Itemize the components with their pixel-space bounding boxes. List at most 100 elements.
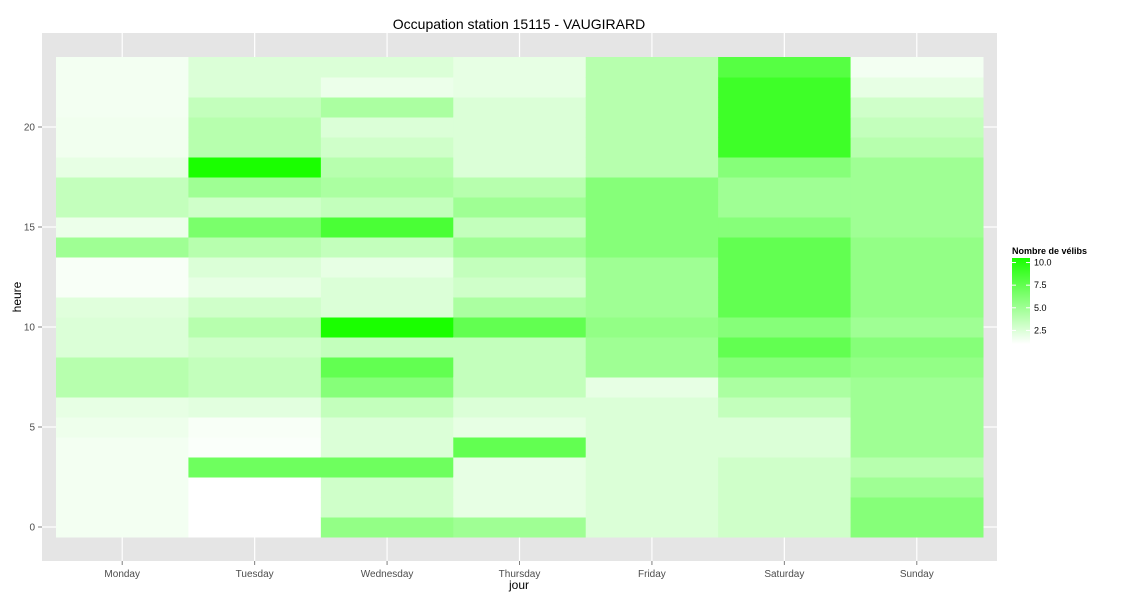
y-tick-label: 15 <box>24 223 36 234</box>
heatmap-tile <box>320 457 454 478</box>
heatmap-tile <box>718 377 852 398</box>
heatmap-tile <box>453 177 587 198</box>
heatmap-tile <box>453 117 587 138</box>
chart-title: Occupation station 15115 - VAUGIRARD <box>393 16 645 32</box>
heatmap-tile <box>585 137 719 158</box>
heatmap-tile <box>850 457 984 478</box>
heatmap-tile <box>850 157 984 178</box>
x-tick-label: Friday <box>638 569 666 580</box>
heatmap-tile <box>850 437 984 458</box>
heatmap-tile <box>188 297 322 318</box>
heatmap-tile <box>56 317 189 338</box>
heatmap-tile <box>56 177 189 198</box>
heatmap-tile <box>585 77 719 98</box>
heatmap-tile <box>453 397 587 418</box>
heatmap-tile <box>718 437 852 458</box>
heatmap-tile <box>320 417 454 438</box>
heatmap-tile <box>320 357 454 378</box>
heatmap-tile <box>850 497 984 518</box>
heatmap-tile <box>718 57 852 78</box>
heatmap-tile <box>585 497 719 518</box>
heatmap-tile <box>188 357 322 378</box>
heatmap-tile <box>188 117 322 138</box>
heatmap-tile <box>188 237 322 258</box>
heatmap-tile <box>585 437 719 458</box>
heatmap-tile <box>188 97 322 118</box>
heatmap-tile <box>56 257 189 278</box>
heatmap-tile <box>718 97 852 118</box>
heatmap-tile <box>56 237 189 258</box>
heatmap-tile <box>850 337 984 358</box>
heatmap-tile <box>718 217 852 238</box>
heatmap-tile <box>56 77 189 98</box>
heatmap-tile <box>56 217 189 238</box>
heatmap-tile <box>718 197 852 218</box>
heatmap-tile <box>56 57 189 78</box>
heatmap-tile <box>320 517 454 538</box>
heatmap-tile <box>320 257 454 278</box>
heatmap-tile <box>320 217 454 238</box>
heatmap-tile <box>850 397 984 418</box>
heatmap-tile <box>453 497 587 518</box>
heatmap-tile <box>718 257 852 278</box>
heatmap-tile <box>850 477 984 498</box>
heatmap-tile <box>56 277 189 298</box>
heatmap-tile <box>188 317 322 338</box>
heatmap-tile <box>320 57 454 78</box>
heatmap-tile <box>320 297 454 318</box>
heatmap-tile <box>188 337 322 358</box>
heatmap-tile <box>850 257 984 278</box>
heatmap-tile <box>56 337 189 358</box>
heatmap-tile <box>585 297 719 318</box>
heatmap-tile <box>850 77 984 98</box>
heatmap-tile <box>320 197 454 218</box>
heatmap-tile <box>188 517 322 538</box>
heatmap-tile <box>188 417 322 438</box>
heatmap-tile <box>453 517 587 538</box>
heatmap-tile <box>453 417 587 438</box>
heatmap-tile <box>320 477 454 498</box>
heatmap-tile <box>585 97 719 118</box>
legend-title: Nombre de vélibs <box>1012 246 1087 256</box>
heatmap-tile <box>718 177 852 198</box>
heatmap-tile <box>188 477 322 498</box>
x-tick-label: Thursday <box>499 569 541 580</box>
heatmap-tile <box>585 157 719 178</box>
heatmap-tile <box>320 157 454 178</box>
heatmap-tile <box>585 357 719 378</box>
heatmap-tile <box>585 317 719 338</box>
heatmap-tile <box>320 317 454 338</box>
heatmap-tile <box>188 217 322 238</box>
x-tick-label: Saturday <box>764 569 804 580</box>
heatmap-tile <box>718 117 852 138</box>
heatmap-tile <box>718 517 852 538</box>
heatmap-tile <box>56 517 189 538</box>
heatmap-tile <box>453 157 587 178</box>
heatmap-tiles <box>56 57 984 538</box>
y-tick-label: 0 <box>29 523 35 534</box>
heatmap-tile <box>320 77 454 98</box>
heatmap-tile <box>585 217 719 238</box>
heatmap-tile <box>585 277 719 298</box>
heatmap-tile <box>718 137 852 158</box>
legend-colorbar <box>1012 258 1030 344</box>
heatmap-tile <box>188 277 322 298</box>
heatmap-tile <box>188 57 322 78</box>
heatmap-tile <box>56 477 189 498</box>
heatmap-tile <box>585 177 719 198</box>
heatmap-tile <box>56 417 189 438</box>
legend-label: 2.5 <box>1034 325 1047 335</box>
heatmap-tile <box>56 297 189 318</box>
heatmap-tile <box>320 97 454 118</box>
heatmap-tile <box>718 277 852 298</box>
heatmap-tile <box>320 437 454 458</box>
y-tick-label: 5 <box>29 423 35 434</box>
heatmap-tile <box>320 397 454 418</box>
heatmap-tile <box>453 217 587 238</box>
heatmap-tile <box>453 317 587 338</box>
heatmap-tile <box>320 177 454 198</box>
heatmap-tile <box>718 317 852 338</box>
heatmap-tile <box>850 117 984 138</box>
heatmap-tile <box>320 377 454 398</box>
heatmap-tile <box>453 197 587 218</box>
